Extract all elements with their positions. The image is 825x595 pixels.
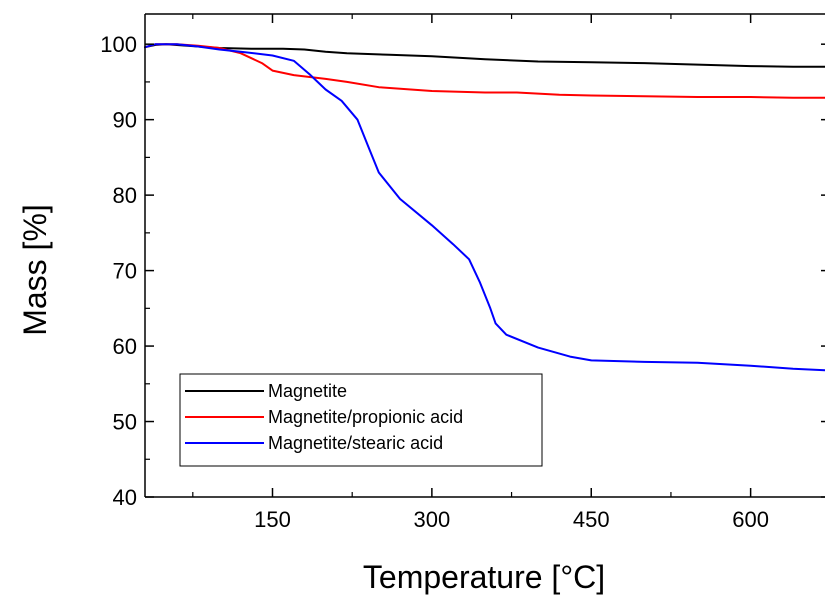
x-tick-label: 450 <box>573 507 610 532</box>
series-line-2 <box>144 43 825 99</box>
x-tick-label: 150 <box>254 507 291 532</box>
series-line-3 <box>144 43 825 372</box>
x-axis-title: Temperature [°C] <box>363 559 605 595</box>
x-tick-label: 600 <box>732 507 769 532</box>
plot-lines <box>144 43 825 372</box>
y-tick-label: 70 <box>113 259 137 284</box>
y-tick-label: 90 <box>113 108 137 133</box>
axes <box>144 13 825 498</box>
legend: Magnetite Magnetite/propionic acid Magneti… <box>179 373 543 467</box>
x-tick-label: 300 <box>414 507 451 532</box>
y-tick-label: 100 <box>100 32 137 57</box>
y-tick-label: 50 <box>113 410 137 435</box>
y-tick-label: 80 <box>113 183 137 208</box>
y-axis-title: Mass [%] <box>17 204 53 336</box>
legend-label: Magnetite/propionic acid <box>268 407 463 427</box>
ticks: 150 300 450 600 40 50 60 70 80 90 100 <box>100 14 825 532</box>
y-tick-label: 40 <box>113 485 137 510</box>
y-tick-label: 60 <box>113 334 137 359</box>
legend-box <box>179 373 543 467</box>
legend-label: Magnetite <box>268 381 347 401</box>
legend-label: Magnetite/stearic acid <box>268 433 443 453</box>
